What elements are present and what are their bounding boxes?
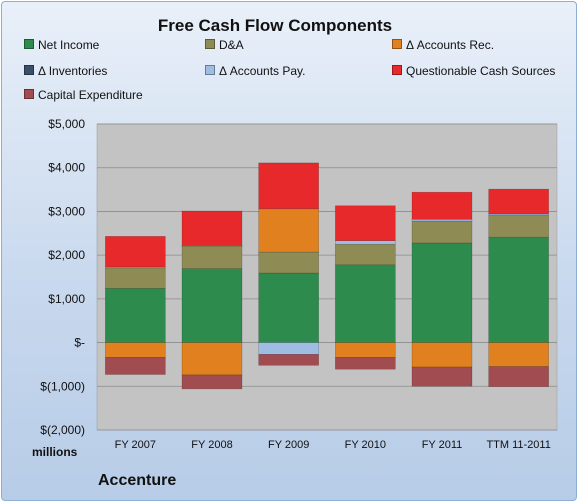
legend-label: Δ Accounts Rec.: [406, 38, 495, 52]
bar-segment-accounts-pay: [335, 240, 396, 245]
bar-segment-d-a: [411, 220, 473, 244]
bar-segment-net-income: [105, 288, 166, 343]
bar-segment-d-a: [105, 267, 166, 289]
x-tick-label: FY 2008: [191, 439, 232, 451]
bar-segment-capital-expenditure: [411, 366, 473, 387]
bar-segment-net-income: [335, 264, 396, 343]
bar-segment-d-a: [488, 215, 549, 238]
bar-segment-accounts-rec: [488, 342, 549, 367]
y-tick-label: $5,000: [48, 117, 85, 131]
bar-segment-questionable-cash-sources: [181, 210, 243, 246]
bar-segment-d-a: [335, 243, 396, 266]
legend-item-accounts-pay: Δ Accounts Pay.: [205, 64, 306, 78]
legend-label: D&A: [219, 38, 244, 52]
legend-label: Questionable Cash Sources: [406, 64, 556, 78]
bar-segment-accounts-rec: [181, 342, 243, 376]
legend-swatch: [205, 39, 215, 49]
x-tick-label: FY 2009: [268, 439, 309, 451]
bar-segment-questionable-cash-sources: [105, 236, 166, 268]
bar-segment-capital-expenditure: [105, 357, 166, 375]
legend-label: Δ Accounts Pay.: [219, 64, 306, 78]
legend-swatch: [24, 39, 34, 49]
legend-item-capital-expenditure: Capital Expenditure: [24, 88, 143, 102]
x-tick-label: FY 2011: [422, 439, 463, 451]
units-label: millions: [32, 445, 78, 459]
legend-swatch: [24, 65, 34, 75]
bar-segment-capital-expenditure: [181, 374, 243, 390]
bar-segment-questionable-cash-sources: [411, 191, 473, 220]
bar-segment-d-a: [258, 251, 319, 274]
legend-label: Δ Inventories: [38, 64, 108, 78]
legend-swatch: [205, 65, 215, 75]
bar-segment-accounts-rec: [335, 342, 396, 358]
bar-segment-accounts-rec: [258, 208, 319, 253]
legend-item-net-income: Net Income: [24, 38, 99, 52]
legend-item-d-a: D&A: [205, 38, 244, 52]
bar-segment-accounts-pay: [258, 342, 319, 355]
bar-segment-capital-expenditure: [488, 366, 549, 388]
x-tick-label: FY 2010: [345, 439, 386, 451]
bar-segment-accounts-rec: [411, 342, 473, 368]
bar-segment-capital-expenditure: [335, 357, 396, 370]
x-tick-label: FY 2007: [115, 439, 156, 451]
y-tick-label: $2,000: [48, 248, 85, 262]
y-tick-label: $3,000: [48, 204, 85, 218]
bar-segment-net-income: [488, 236, 549, 343]
y-tick-label: $1,000: [48, 292, 85, 306]
bar-segment-net-income: [258, 272, 319, 343]
bar-segment-capital-expenditure: [258, 354, 319, 366]
x-tick-label: TTM 11-2011: [486, 439, 550, 451]
legend-label: Capital Expenditure: [38, 88, 143, 102]
chart-title: Free Cash Flow Components: [157, 16, 393, 35]
bar-segment-questionable-cash-sources: [258, 162, 319, 210]
bar-segment-accounts-rec: [105, 342, 166, 358]
y-tick-label: $(1,000): [40, 379, 85, 393]
legend-swatch: [392, 65, 402, 75]
legend-item-inventories: Δ Inventories: [24, 64, 107, 78]
bar-segment-questionable-cash-sources: [335, 205, 396, 242]
legend-swatch: [24, 89, 34, 99]
y-tick-label: $4,000: [48, 161, 85, 175]
company-label: Accenture: [98, 472, 177, 489]
legend-swatch: [392, 39, 402, 49]
bar-segment-d-a: [181, 245, 243, 269]
legend-label: Net Income: [38, 38, 100, 52]
bar-segment-questionable-cash-sources: [488, 188, 549, 215]
bar-segment-net-income: [411, 242, 473, 343]
y-tick-label: $-: [74, 336, 85, 350]
bar-segment-net-income: [181, 268, 243, 343]
legend-item-questionable-cash-sources: Questionable Cash Sources: [392, 64, 555, 78]
y-tick-label: $(2,000): [40, 423, 85, 437]
plot-background: [96, 123, 558, 431]
legend-item-accounts-rec: Δ Accounts Rec.: [392, 38, 494, 52]
